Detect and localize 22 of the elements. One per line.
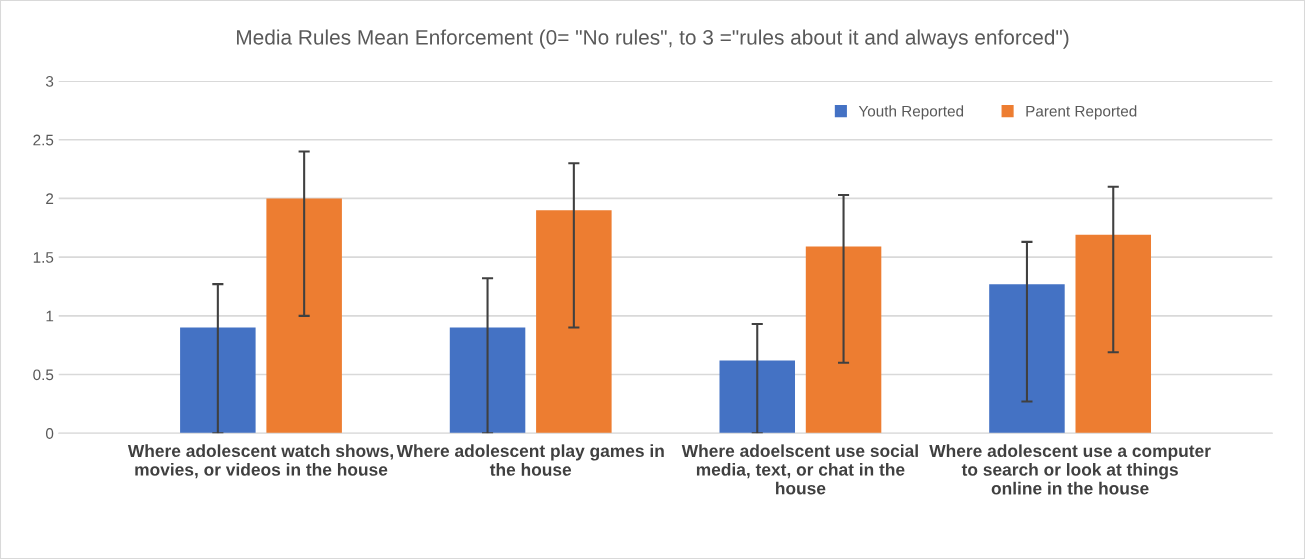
legend-label: Parent Reported (1026, 105, 1137, 120)
bar (1075, 234, 1152, 434)
y-tick-label: 2 (46, 193, 54, 204)
bar (449, 327, 526, 434)
bar (805, 246, 882, 434)
bar (989, 284, 1065, 434)
y-tick-label: 0 (45, 428, 54, 439)
legend-label: Youth Reported (858, 105, 964, 120)
y-tick-label: 1.5 (33, 252, 54, 263)
y-tick-label: 1 (46, 310, 54, 322)
bar (266, 198, 342, 434)
bar (180, 327, 256, 434)
y-tick-label: 0.5 (33, 369, 54, 381)
x-tick-label: Where adolescent use a computer to search or look at things online in the house (929, 444, 1211, 495)
bar (719, 360, 796, 434)
y-tick-label: 3 (45, 75, 54, 87)
x-tick-label: Where adolescent play games in the house (396, 444, 664, 476)
x-tick-label: Where adolescent watch shows, movies, or videos in the house (127, 444, 393, 479)
chart-title: Media Rules Mean Enforcement (0= "No rules", to 3 ="rules about it and always enforced") (237, 29, 1069, 49)
bar (536, 210, 612, 434)
y-tick-label: 2.5 (33, 134, 54, 146)
x-tick-label: Where adoelscent use social media, text, or chat in the house (681, 444, 918, 495)
